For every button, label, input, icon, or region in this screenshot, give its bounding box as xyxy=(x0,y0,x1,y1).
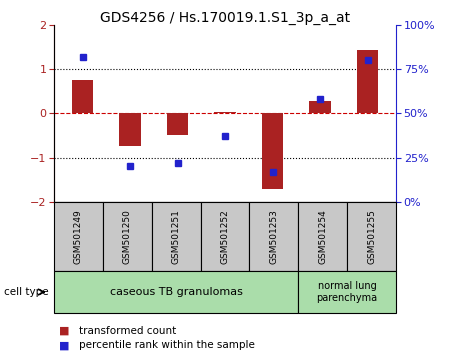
Text: GSM501251: GSM501251 xyxy=(171,209,180,264)
Bar xyxy=(309,101,331,113)
Text: GSM501252: GSM501252 xyxy=(220,209,230,264)
Text: ■: ■ xyxy=(58,326,69,336)
Bar xyxy=(119,113,141,147)
Bar xyxy=(72,80,93,113)
Bar xyxy=(357,51,378,113)
Text: transformed count: transformed count xyxy=(79,326,176,336)
Text: GSM501255: GSM501255 xyxy=(367,209,376,264)
Text: cell type: cell type xyxy=(4,287,49,297)
Text: caseous TB granulomas: caseous TB granulomas xyxy=(110,287,243,297)
Text: GSM501250: GSM501250 xyxy=(123,209,132,264)
Text: GSM501249: GSM501249 xyxy=(74,209,83,264)
Text: percentile rank within the sample: percentile rank within the sample xyxy=(79,340,255,350)
Bar xyxy=(167,113,188,136)
Bar xyxy=(262,113,283,189)
Text: normal lung
parenchyma: normal lung parenchyma xyxy=(317,281,378,303)
Text: GDS4256 / Hs.170019.1.S1_3p_a_at: GDS4256 / Hs.170019.1.S1_3p_a_at xyxy=(100,11,350,25)
Text: GSM501254: GSM501254 xyxy=(318,209,327,264)
Text: ■: ■ xyxy=(58,340,69,350)
Text: GSM501253: GSM501253 xyxy=(270,209,279,264)
